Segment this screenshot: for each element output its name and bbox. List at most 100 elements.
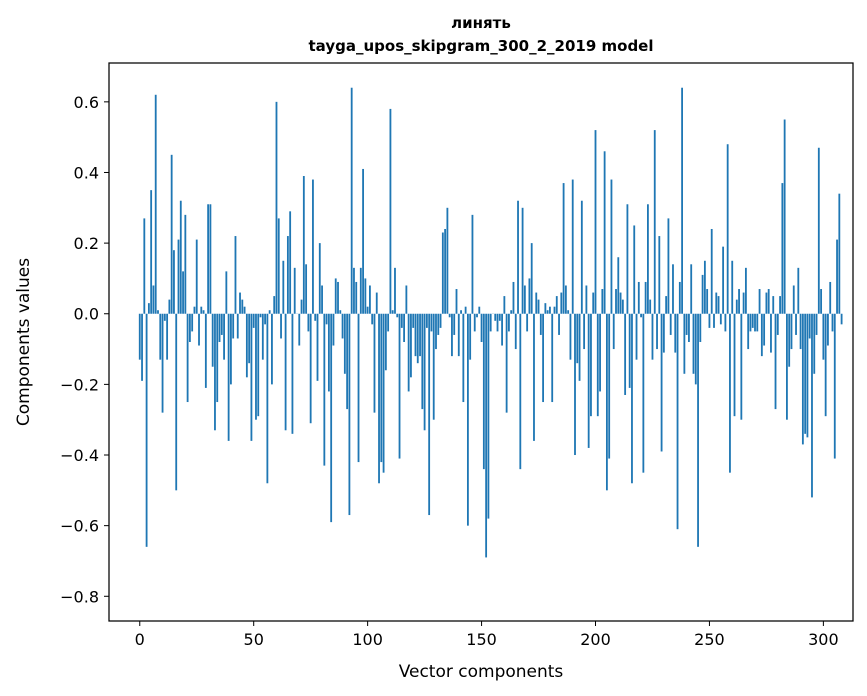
bar-143 — [464, 306, 467, 314]
bar-269 — [751, 313, 754, 328]
bar-114 — [398, 313, 401, 459]
bar-117 — [405, 285, 408, 314]
bar-224 — [649, 299, 652, 314]
x-tick-label: 300 — [808, 630, 839, 649]
bar-82 — [325, 313, 328, 325]
bar-141 — [460, 310, 462, 314]
bar-13 — [168, 299, 171, 314]
bar-129 — [432, 313, 435, 420]
bar-96 — [357, 313, 360, 463]
bar-287 — [792, 285, 795, 314]
bar-58 — [271, 313, 273, 385]
bar-2 — [143, 218, 146, 314]
bar-203 — [601, 289, 604, 314]
bar-112 — [394, 267, 396, 314]
bar-78 — [316, 313, 319, 381]
x-axis: 0 50 100 150 200 250 300 — [135, 621, 839, 649]
bar-57 — [268, 310, 271, 314]
bar-75 — [309, 313, 312, 424]
bar-225 — [651, 313, 654, 360]
bar-20 — [184, 214, 187, 314]
bar-19 — [182, 271, 184, 314]
bar-293 — [806, 313, 809, 438]
bar-148 — [476, 313, 478, 318]
y-tick-label: −0.8 — [60, 587, 99, 606]
bar-270 — [754, 313, 756, 332]
bar-93 — [350, 87, 353, 314]
bar-252 — [713, 313, 715, 328]
bar-86 — [334, 278, 337, 314]
bar-149 — [478, 306, 481, 314]
bar-236 — [676, 313, 679, 530]
bar-9 — [159, 313, 162, 360]
bar-123 — [419, 313, 421, 357]
bar-70 — [298, 313, 301, 346]
bar-34 — [216, 313, 219, 403]
bar-300 — [822, 313, 825, 360]
bar-206 — [608, 313, 611, 459]
bar-268 — [749, 313, 752, 332]
bar-series — [138, 87, 843, 558]
bar-223 — [647, 204, 649, 314]
bar-104 — [375, 292, 378, 314]
bar-217 — [633, 225, 636, 314]
bar-251 — [710, 228, 713, 314]
bar-120 — [412, 313, 415, 328]
y-axis: 0.6 0.4 0.2 0.0 −0.2 −0.4 −0.6 −0.8 — [60, 93, 109, 606]
bar-55 — [264, 313, 266, 325]
bar-145 — [469, 313, 472, 360]
bar-152 — [485, 313, 488, 558]
bar-31 — [209, 204, 212, 314]
bar-36 — [220, 313, 223, 335]
bar-274 — [763, 313, 766, 346]
bar-144 — [466, 313, 469, 526]
bar-222 — [644, 281, 647, 314]
bar-199 — [592, 292, 595, 314]
bar-163 — [510, 310, 513, 314]
y-tick-label: 0.4 — [74, 163, 99, 182]
bar-189 — [569, 313, 572, 360]
bar-184 — [558, 313, 560, 335]
bar-178 — [544, 303, 547, 314]
bar-244 — [694, 313, 697, 385]
bar-142 — [462, 313, 465, 403]
bar-146 — [471, 214, 474, 314]
bar-197 — [587, 313, 590, 448]
bar-210 — [617, 257, 620, 314]
bar-187 — [564, 285, 567, 314]
bar-170 — [526, 313, 529, 332]
bar-115 — [400, 313, 403, 328]
bar-240 — [685, 313, 688, 335]
bar-305 — [833, 313, 836, 459]
bar-22 — [188, 313, 191, 342]
y-tick-label: 0.0 — [74, 305, 99, 324]
bar-121 — [414, 313, 417, 357]
bar-246 — [699, 313, 702, 342]
bar-72 — [302, 176, 305, 314]
y-axis-label: Components values — [14, 258, 34, 426]
bar-275 — [765, 292, 768, 314]
bar-276 — [767, 289, 770, 314]
bar-182 — [553, 306, 556, 314]
bar-110 — [389, 108, 392, 314]
bar-161 — [505, 313, 508, 413]
bar-37 — [223, 313, 225, 360]
bar-66 — [289, 211, 292, 314]
bar-14 — [170, 154, 173, 314]
bar-109 — [387, 313, 390, 332]
bar-98 — [362, 168, 364, 314]
bar-101 — [369, 285, 371, 314]
bar-88 — [339, 310, 342, 314]
bar-233 — [669, 313, 672, 335]
bar-283 — [783, 119, 786, 314]
bar-242 — [690, 264, 693, 314]
bar-263 — [738, 289, 740, 314]
bar-168 — [521, 207, 524, 314]
bar-289 — [797, 267, 800, 314]
bar-151 — [482, 313, 485, 470]
y-tick-label: 0.6 — [74, 93, 99, 112]
bar-176 — [539, 313, 542, 335]
bar-124 — [421, 313, 424, 410]
bar-21 — [186, 313, 189, 403]
